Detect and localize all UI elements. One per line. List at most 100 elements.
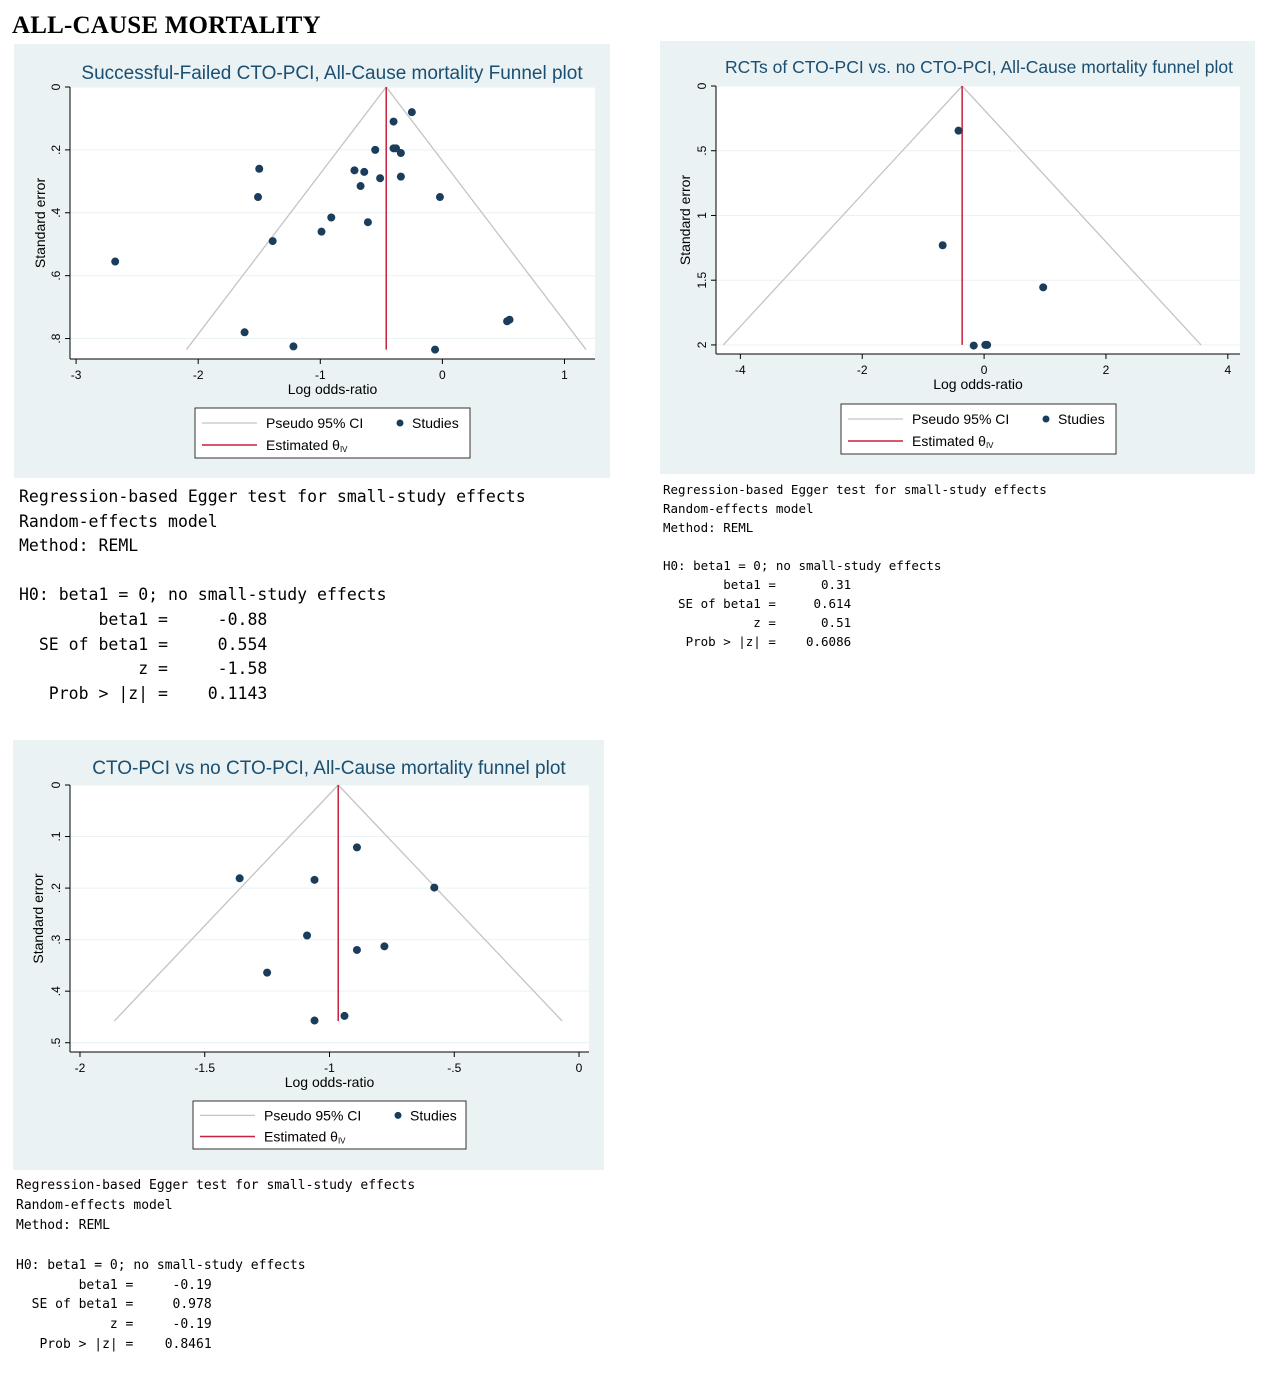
y-tick-label-1: .5 [695,145,709,155]
page-heading: ALL-CAUSE MORTALITY [12,12,321,39]
funnel-chart-1: RCTs of CTO-PCI vs. no CTO-PCI, All-Caus… [677,57,1240,455]
legend-estimate-label: Estimated θIV [266,437,348,454]
study-point-12 [255,164,264,173]
egger-stat-row: Prob > |z| = 0.8461 [16,1335,415,1355]
egger-blank-line [19,559,526,584]
study-point-0 [352,843,361,852]
x-tick-label-2: -1 [324,1061,335,1075]
study-point-17 [268,237,277,246]
egger-stat-label: SE of beta1 = [31,1297,134,1313]
egger-stat-value: 0.51 [821,615,852,630]
y-tick-label-1: .1 [49,831,63,841]
study-point-16 [317,227,326,236]
x-axis-title: Log odds-ratio [933,376,1023,392]
legend-estimate-subscript: IV [338,1137,346,1146]
x-tick-label-4: 4 [1224,363,1231,377]
study-point-20 [289,342,298,351]
egger-header-line-2: Method: REML [19,536,139,556]
chart-title: Successful-Failed CTO-PCI, All-Cause mor… [81,63,583,84]
egger-stat-value: 0.1143 [207,683,268,703]
y-tick-label-1: .2 [49,145,63,155]
egger-stat-row: SE of beta1 = 0.614 [663,594,1047,613]
ci-line-right [961,85,1202,346]
study-point-7 [263,968,272,977]
ci-line-left [113,784,339,1022]
egger-stat-value: -0.88 [217,609,268,629]
legend-estimate-subscript: IV [340,445,348,454]
study-point-23 [505,315,514,324]
study-point-14 [327,213,336,222]
study-point-10 [356,182,365,191]
study-point-2 [310,875,319,884]
funnel-plot-successful-failed: Successful-Failed CTO-PCI, All-Cause mor… [14,44,610,478]
study-point-18 [111,257,120,266]
y-tick-label-5: .5 [49,1037,63,1047]
x-tick-label-1: -1.5 [194,1061,215,1075]
legend-estimate-label: Estimated θIV [912,433,994,450]
egger-stat-label: z = [138,659,168,679]
legend-ci-label: Pseudo 95% CI [264,1107,361,1123]
x-tick-label-0: -2 [75,1061,86,1075]
egger-stat-label: z = [109,1317,134,1333]
y-axis-title: Standard error [677,175,693,266]
study-point-2 [1039,283,1048,292]
egger-hypothesis: H0: beta1 = 0; no small-study effects [19,585,387,605]
study-point-6 [350,166,359,175]
y-axis-title: Standard error [30,873,46,964]
egger-stat-value: 0.978 [172,1297,212,1313]
ci-line-left [722,85,963,346]
egger-stat-row: SE of beta1 = 0.978 [16,1295,415,1315]
egger-stat-value: 0.614 [813,596,852,611]
y-axis-title: Standard error [32,178,48,269]
legend-ci-label: Pseudo 95% CI [912,411,1009,427]
x-tick-label-4: 1 [561,368,568,382]
egger-hypothesis: H0: beta1 = 0; no small-study effects [16,1257,306,1273]
egger-header-line-1: Random-effects model [19,511,218,531]
egger-header-line-0: Regression-based Egger test for small-st… [16,1178,416,1193]
egger-stat-value: 0.31 [821,577,852,592]
legend-studies-label: Studies [410,1107,457,1123]
legend-ci-label: Pseudo 95% CI [266,415,363,431]
study-point-9 [310,1016,319,1025]
egger-stat-label: beta1 = [98,609,168,629]
egger-stat-row: z = -1.58 [19,657,526,682]
egger-stat-value: -0.19 [172,1277,212,1293]
egger-stat-value: 0.554 [217,634,268,654]
egger-header-line-2: Method: REML [663,520,754,535]
study-point-8 [376,174,385,183]
egger-header-line-1: Random-effects model [16,1197,173,1213]
study-point-7 [360,167,369,176]
egger-stat-value: 0.8461 [164,1337,212,1353]
y-tick-label-0: 0 [49,781,63,788]
x-axis-title: Log odds-ratio [285,1074,375,1090]
egger-blank-line [663,537,1047,556]
egger-stat-row: Prob > |z| = 0.1143 [19,682,526,707]
x-tick-label-0: -3 [71,368,82,382]
y-tick-label-4: 2 [695,341,709,348]
egger-stat-label: Prob > |z| = [39,1337,134,1353]
egger-stat-row: beta1 = -0.19 [16,1276,415,1296]
legend-estimate-subscript: IV [986,441,994,450]
egger-stat-row: Prob > |z| = 0.6086 [663,632,1047,651]
study-point-1 [389,117,398,126]
y-tick-label-3: .6 [49,270,63,280]
x-tick-label-3: 2 [1103,363,1110,377]
plot-area [70,785,589,1052]
study-point-5 [983,340,992,349]
study-point-13 [254,193,263,202]
egger-stat-label: beta1 = [78,1277,134,1293]
legend-studies-swatch [396,419,404,427]
ci-line-right [337,784,563,1022]
x-tick-label-4: 0 [576,1061,583,1075]
legend-box [192,1100,467,1150]
legend-studies-label: Studies [1058,411,1105,427]
y-tick-label-4: .4 [49,986,63,996]
study-point-15 [363,218,372,227]
funnel-plot-cto-vs-no-cto: CTO-PCI vs no CTO-PCI, All-Cause mortali… [13,740,604,1170]
egger-header-line-2: Method: REML [16,1217,110,1233]
x-axis-title: Log odds-ratio [288,381,378,397]
egger-test-output-2: Regression-based Egger test for small-st… [663,480,1047,651]
study-point-9 [396,172,405,181]
egger-header-line-1: Random-effects model [663,501,814,516]
egger-stat-label: SE of beta1 = [38,634,168,654]
